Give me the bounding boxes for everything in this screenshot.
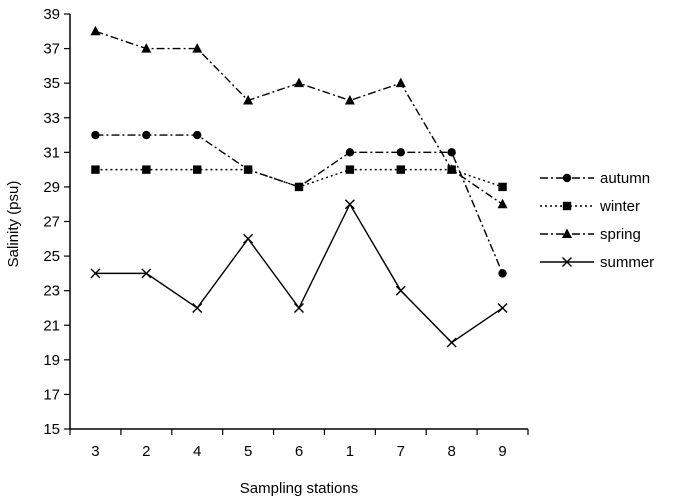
data-point-winter [142, 165, 151, 174]
data-point-summer [141, 268, 152, 279]
x-tick-label: 9 [498, 443, 506, 460]
y-tick-label: 27 [43, 214, 60, 231]
data-point-summer [243, 233, 254, 244]
x-marker-stroke [294, 302, 304, 313]
x-tick-label: 2 [142, 443, 150, 460]
y-axis-title: Salinity (psu) [5, 181, 22, 268]
data-point-autumn [447, 148, 456, 157]
data-point-spring [395, 77, 406, 88]
x-tick-label: 7 [397, 443, 405, 460]
y-tick-label: 39 [43, 6, 60, 23]
y-tick-label: 33 [43, 110, 60, 127]
data-point-summer [90, 268, 101, 279]
data-point-winter [243, 165, 253, 174]
x-marker-stroke [141, 268, 152, 279]
legend-label-spring: spring [600, 226, 641, 243]
legend: autumn winter spring summer [540, 170, 654, 271]
legend-label-winter: winter [599, 198, 640, 215]
y-tick-label: 31 [43, 144, 60, 161]
axes [69, 14, 528, 430]
x-tick-label: 3 [91, 443, 99, 460]
x-axis-ticks: 3 2 4 5 6 1 7 8 9 [69, 429, 529, 460]
data-point-summer [497, 302, 508, 313]
data-point-autumn [498, 269, 507, 278]
y-tick-label: 19 [43, 352, 60, 369]
data-point-winter [294, 182, 304, 192]
legend-marker-summer [562, 257, 572, 267]
x-marker-stroke [243, 233, 254, 244]
x-tick-label: 5 [244, 443, 252, 460]
data-point-autumn [345, 148, 355, 157]
series-line-spring [95, 30, 503, 205]
x-tick-label: 8 [447, 443, 455, 460]
data-point-spring [192, 43, 203, 53]
data-point-winter [345, 165, 355, 174]
y-tick-label: 15 [43, 421, 60, 438]
x-marker-stroke [395, 285, 406, 296]
series-summer [90, 199, 508, 348]
data-point-summer [344, 199, 355, 210]
data-point-summer [192, 302, 203, 313]
x-tick-label: 6 [295, 443, 303, 460]
x-marker-stroke [446, 337, 457, 348]
data-point-spring [294, 77, 304, 88]
data-point-spring [243, 94, 254, 105]
data-point-spring [497, 198, 508, 209]
data-point-spring [344, 94, 355, 105]
y-tick-label: 29 [43, 179, 60, 196]
legend-entry-winter: winter [540, 198, 640, 215]
x-marker-stroke [497, 302, 508, 313]
x-marker-stroke [192, 302, 203, 313]
legend-marker-winter [562, 201, 572, 211]
data-point-summer [395, 285, 406, 296]
data-point-autumn [142, 130, 151, 140]
legend-marker-spring [562, 228, 572, 238]
legend-entry-autumn: autumn [540, 170, 650, 187]
y-axis-ticks: 15 17 19 21 23 25 27 29 31 33 35 37 39 [43, 6, 70, 438]
data-point-summer [294, 302, 304, 313]
y-tick-label: 35 [43, 75, 60, 92]
data-point-winter [91, 165, 100, 174]
series-winter [91, 165, 507, 192]
data-point-spring [141, 43, 152, 53]
y-tick-label: 17 [43, 386, 60, 403]
data-point-spring [90, 25, 101, 36]
series-autumn [91, 130, 507, 278]
y-tick-label: 37 [43, 41, 60, 58]
y-tick-label: 25 [43, 248, 60, 265]
legend-label-summer: summer [600, 254, 654, 271]
y-tick-label: 21 [43, 317, 60, 334]
legend-entry-spring: spring [540, 226, 641, 243]
data-point-autumn [193, 130, 202, 140]
x-marker-stroke [90, 268, 101, 279]
data-point-winter [193, 165, 202, 174]
x-tick-label: 4 [193, 443, 201, 460]
legend-label-autumn: autumn [600, 170, 650, 187]
data-point-spring [446, 164, 457, 174]
x-marker-stroke [562, 257, 572, 267]
series-spring [90, 25, 508, 209]
x-axis-title: Sampling stations [240, 480, 358, 497]
data-point-winter [396, 165, 405, 174]
data-point-summer [446, 337, 457, 348]
y-tick-label: 23 [43, 283, 60, 300]
x-tick-label: 1 [346, 443, 354, 460]
legend-marker-autumn [562, 173, 572, 183]
series-line-summer [95, 202, 503, 344]
data-point-autumn [91, 130, 100, 140]
data-point-winter [498, 182, 507, 192]
legend-entry-summer: summer [540, 254, 654, 271]
data-series [90, 25, 508, 348]
series-line-autumn [95, 134, 504, 274]
x-marker-stroke [344, 199, 355, 210]
data-point-autumn [396, 148, 405, 157]
